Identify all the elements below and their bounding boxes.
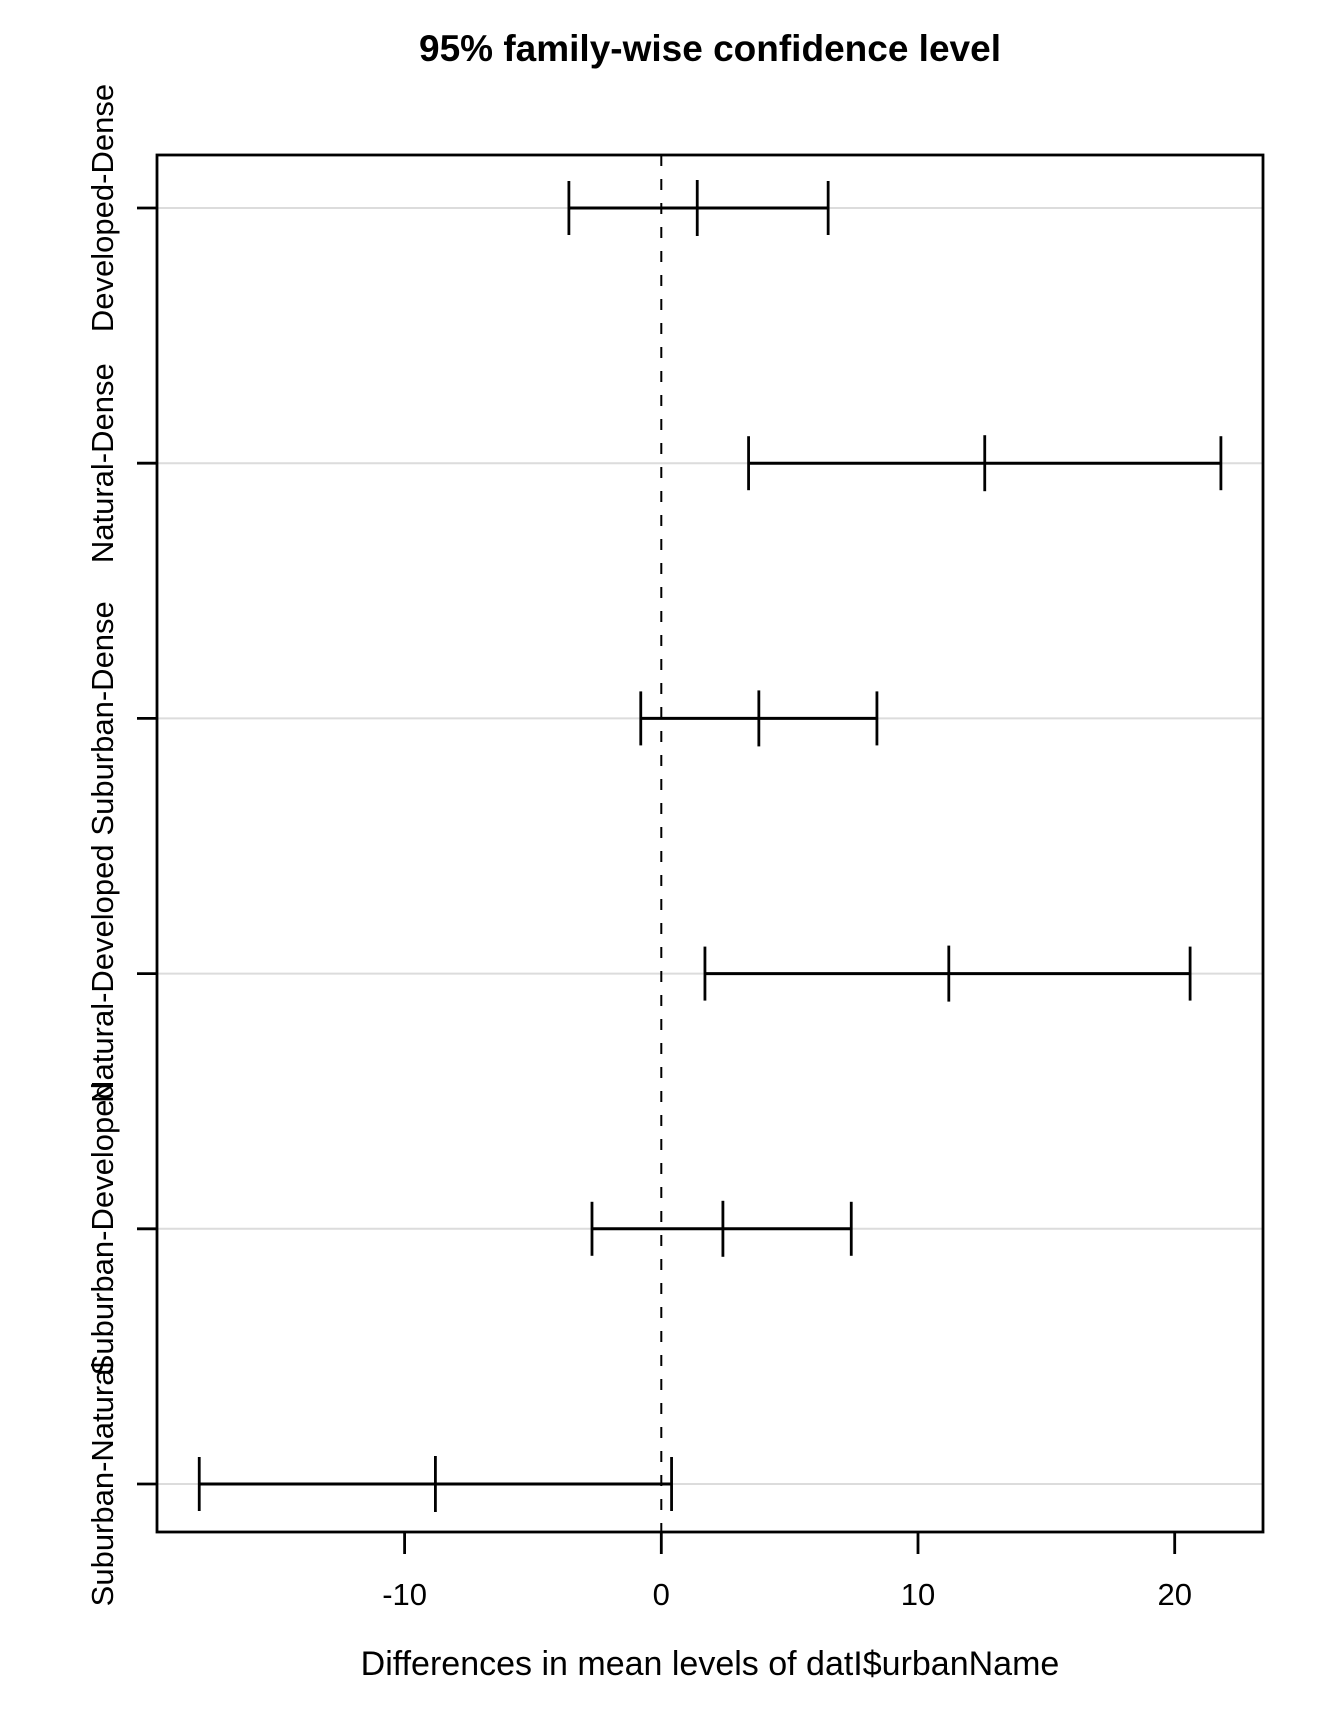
- plot-box: [155, 153, 1265, 1534]
- x-axis-tick-label: -10: [382, 1577, 427, 1612]
- x-axis-label: Differences in mean levels of datI$urban…: [360, 1645, 1060, 1683]
- x-axis-tick-label: 0: [653, 1577, 670, 1612]
- x-axis-tick-label: 20: [1157, 1577, 1191, 1612]
- chart-title: 95% family-wise confidence level: [419, 28, 1001, 69]
- y-axis-category-label: Suburban-Natural: [85, 1362, 120, 1607]
- x-axis-tick-label: 10: [901, 1577, 935, 1612]
- y-axis-category-label: Suburban-Developed: [85, 1082, 120, 1375]
- y-axis-category-label: Suburban-Dense: [85, 601, 120, 835]
- y-axis-category-label: Natural-Developed: [85, 844, 120, 1102]
- y-axis-category-label: Natural-Dense: [85, 363, 120, 563]
- y-axis-category-label: Developed-Dense: [85, 84, 120, 332]
